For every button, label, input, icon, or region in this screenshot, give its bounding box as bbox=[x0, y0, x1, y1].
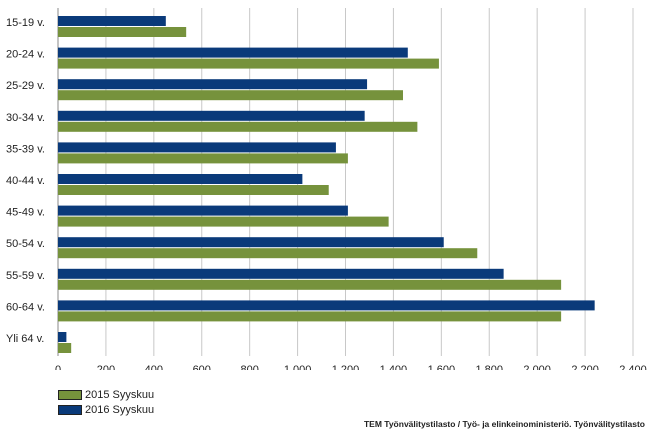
bar-2015-55-59-v bbox=[58, 279, 562, 290]
x-tick-label: 2 000 bbox=[523, 364, 551, 370]
category-label: 20-24 v. bbox=[6, 49, 45, 61]
category-label: Yli 64 v. bbox=[6, 333, 44, 345]
category-labels: 15-19 v. 20-24 v. 25-29 v. 30-34 v. 35-39 v.… bbox=[6, 17, 45, 345]
bar-2016-45-49-v bbox=[58, 205, 348, 216]
legend-label-2015: 2015 Syyskuu bbox=[85, 389, 155, 401]
x-tick-label: 1 800 bbox=[475, 364, 503, 370]
bars bbox=[58, 16, 595, 353]
x-tick-label: 0 bbox=[55, 364, 61, 370]
x-tick-label: 200 bbox=[97, 364, 115, 370]
bar-2016-60-64-v bbox=[58, 300, 595, 311]
bar-2015-15-19-v bbox=[58, 27, 187, 37]
legend-item-2015: 2015 Syyskuu bbox=[58, 389, 154, 401]
bar-2016-25-29-v bbox=[58, 79, 368, 90]
legend-item-2016: 2016 Syyskuu bbox=[58, 404, 154, 416]
x-tick-label: 1 200 bbox=[332, 364, 360, 370]
category-label: 50-54 v. bbox=[6, 238, 45, 250]
x-tick-label: 2 400 bbox=[619, 364, 647, 370]
bar-2016-30-34-v bbox=[58, 110, 365, 121]
bar-2015-60-64-v bbox=[58, 311, 562, 322]
legend-swatch-2016 bbox=[58, 405, 82, 415]
legend-label-2016: 2016 Syyskuu bbox=[85, 404, 155, 416]
bar-2015-50-54-v bbox=[58, 248, 478, 259]
bar-chart: 15-19 v. 20-24 v. 25-29 v. 30-34 v. 35-39 v.… bbox=[6, 8, 647, 370]
bar-2016-35-39-v bbox=[58, 142, 336, 153]
category-label: 55-59 v. bbox=[6, 270, 45, 282]
x-tick-label: 1 400 bbox=[380, 364, 408, 370]
legend-swatch-2015 bbox=[58, 390, 82, 400]
x-tick-labels: 0 200 400 600 800 1 000 1 200 1 400 1 600 1 800 2 … bbox=[55, 364, 647, 370]
x-tick-label: 600 bbox=[193, 364, 211, 370]
bar-2015-20-24-v bbox=[58, 58, 439, 69]
x-tick-label: 2 200 bbox=[571, 364, 599, 370]
category-label: 40-44 v. bbox=[6, 175, 45, 187]
category-label: 35-39 v. bbox=[6, 143, 45, 155]
source-note: TEM Työnvälitystilasto / Työ- ja elinkei… bbox=[363, 419, 645, 429]
bar-2015-Yli-64-v bbox=[58, 343, 72, 353]
bar-2015-40-44-v bbox=[58, 185, 329, 195]
category-label: 15-19 v. bbox=[6, 17, 45, 29]
category-label: 60-64 v. bbox=[6, 301, 45, 313]
x-tick-label: 1 600 bbox=[428, 364, 456, 370]
bar-2016-50-54-v bbox=[58, 237, 444, 248]
x-tick-label: 1 000 bbox=[284, 364, 312, 370]
bar-2016-15-19-v bbox=[58, 16, 166, 26]
category-label: 25-29 v. bbox=[6, 80, 45, 92]
bar-2015-25-29-v bbox=[58, 90, 403, 101]
bar-2016-55-59-v bbox=[58, 268, 504, 279]
bar-2016-Yli-64-v bbox=[58, 332, 67, 342]
bar-2015-35-39-v bbox=[58, 153, 348, 164]
x-tick-label: 400 bbox=[145, 364, 163, 370]
x-tick-label: 800 bbox=[240, 364, 258, 370]
bar-2016-40-44-v bbox=[58, 174, 303, 184]
bar-2015-45-49-v bbox=[58, 216, 389, 227]
category-label: 45-49 v. bbox=[6, 207, 45, 219]
bar-2015-30-34-v bbox=[58, 121, 418, 132]
bar-2016-20-24-v bbox=[58, 47, 408, 58]
category-label: 30-34 v. bbox=[6, 112, 45, 124]
